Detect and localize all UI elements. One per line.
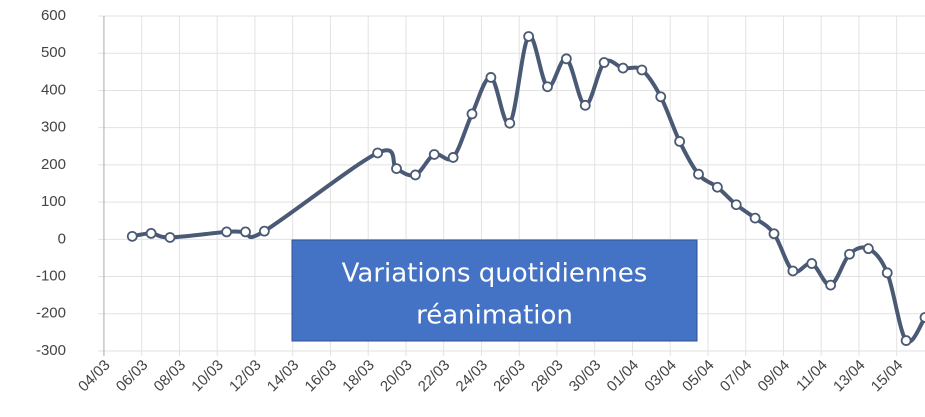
point bbox=[787, 265, 799, 277]
x-tick-label: 11/04 bbox=[793, 357, 831, 395]
plot bbox=[126, 31, 925, 346]
point bbox=[711, 181, 723, 193]
point bbox=[240, 226, 251, 238]
x-tick-label: 30/03 bbox=[566, 357, 605, 396]
point bbox=[560, 53, 572, 65]
point bbox=[806, 258, 818, 269]
point bbox=[693, 168, 704, 180]
point bbox=[221, 226, 233, 238]
y-tick-label: 500 bbox=[41, 44, 66, 61]
point bbox=[900, 335, 912, 346]
point bbox=[730, 199, 742, 211]
x-tick-label: 08/03 bbox=[151, 357, 190, 396]
point bbox=[598, 57, 610, 68]
point bbox=[372, 147, 384, 159]
point bbox=[164, 232, 176, 243]
point bbox=[466, 108, 478, 120]
point bbox=[768, 228, 780, 240]
annotation-box bbox=[291, 239, 698, 342]
x-tick-label: 18/03 bbox=[339, 357, 378, 396]
y-tick-label: 0 bbox=[58, 230, 66, 247]
point bbox=[428, 149, 440, 160]
point bbox=[617, 62, 629, 74]
annotation-text: réanimation bbox=[416, 301, 573, 331]
point bbox=[579, 99, 591, 111]
x-tick-label: 10/03 bbox=[188, 357, 227, 396]
y-tick-label: -300 bbox=[36, 342, 66, 359]
point bbox=[844, 248, 855, 260]
x-tick-label: 26/03 bbox=[490, 357, 529, 396]
x-tick-label: 06/03 bbox=[113, 357, 152, 396]
x-tick-label: 03/04 bbox=[641, 357, 680, 396]
x-tick-label: 01/04 bbox=[604, 357, 643, 396]
point bbox=[485, 72, 497, 83]
y-tick-label: -100 bbox=[36, 268, 66, 285]
point bbox=[881, 267, 893, 279]
point bbox=[523, 31, 535, 42]
annotation: Variations quotidiennes réanimation bbox=[291, 239, 698, 342]
x-tick-label: 12/03 bbox=[226, 357, 265, 396]
y-tick-label: 400 bbox=[41, 81, 66, 98]
x-tick-label: 15/04 bbox=[868, 357, 907, 396]
point bbox=[447, 152, 459, 163]
point bbox=[749, 212, 761, 224]
x-tick-label: 28/03 bbox=[528, 357, 567, 396]
x-tick-label: 22/03 bbox=[415, 357, 454, 396]
point bbox=[258, 225, 270, 237]
point bbox=[862, 243, 874, 255]
point bbox=[542, 81, 553, 93]
point bbox=[919, 312, 925, 323]
x-tick-label: 09/04 bbox=[755, 357, 794, 396]
point bbox=[674, 136, 686, 147]
point bbox=[504, 117, 516, 129]
y-tick-label: 100 bbox=[41, 193, 66, 210]
x-tick-label: 24/03 bbox=[453, 357, 492, 396]
point bbox=[409, 169, 421, 181]
y-tick-label: 300 bbox=[41, 119, 66, 136]
point bbox=[391, 163, 402, 175]
y-tick-label: 200 bbox=[41, 156, 66, 173]
x-tick-label: 05/04 bbox=[679, 357, 718, 396]
point bbox=[636, 64, 648, 76]
x-tick-label: 07/04 bbox=[717, 357, 756, 396]
y-tick-label: -200 bbox=[36, 305, 66, 322]
x-tick-label: 13/04 bbox=[830, 357, 869, 396]
x-tick-label: 16/03 bbox=[302, 357, 341, 396]
point bbox=[655, 91, 667, 103]
x-tick-label: 04/03 bbox=[75, 357, 114, 396]
y-tick-label: 600 bbox=[41, 7, 66, 24]
point bbox=[825, 279, 837, 291]
point bbox=[145, 227, 157, 239]
x-tick-label: 20/03 bbox=[377, 357, 416, 396]
point bbox=[126, 230, 138, 242]
x-tick-label: 14/03 bbox=[264, 357, 303, 396]
annotation-text: Variations quotidiennes bbox=[342, 259, 648, 289]
